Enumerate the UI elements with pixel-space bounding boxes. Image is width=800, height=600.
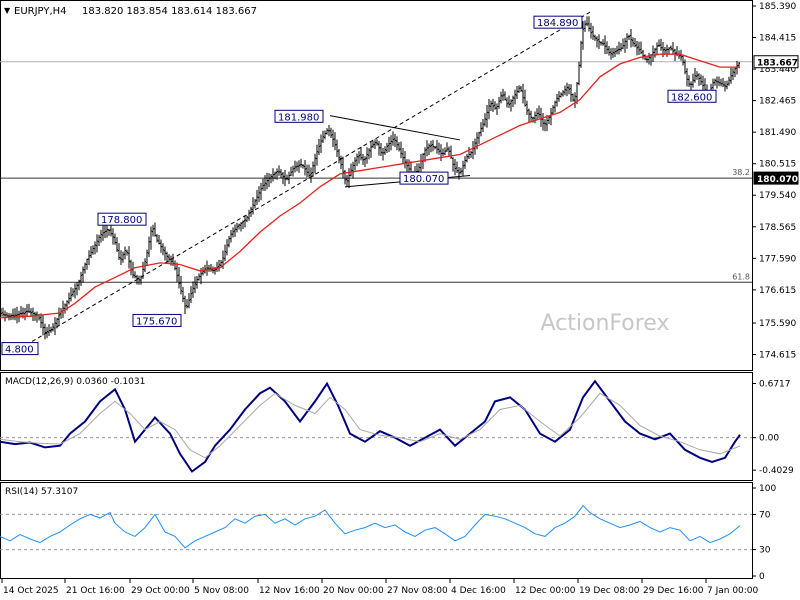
x-tick-label: 29 Dec 16:00	[643, 586, 704, 596]
x-tick-label: 20 Nov 00:00	[323, 586, 384, 596]
level-price-tag	[753, 171, 799, 185]
rsi-title: RSI(14) 57.3107	[5, 487, 78, 497]
price-y-tick-label: 181.490	[759, 128, 796, 138]
price-panel-frame	[0, 0, 753, 371]
price-annotation-box	[399, 171, 449, 185]
level-price-tag-label: 180.070	[757, 175, 798, 185]
triangle-down-icon[interactable]: ▼	[4, 6, 11, 15]
price-y-tick-label: 184.415	[759, 34, 796, 44]
ema-line	[0, 53, 740, 319]
price-y-tick-label: 177.590	[759, 254, 796, 264]
price-y-tick-label: 185.390	[759, 2, 796, 12]
macd-y-tick-label: -0.4029	[759, 466, 794, 476]
trendline	[329, 115, 461, 141]
fib-level-label: 38.2	[732, 168, 750, 177]
price-y-tick-label: 180.515	[759, 160, 796, 170]
price-annotation-label: 182.600	[671, 92, 712, 103]
x-tick-label: 14 Oct 2025	[3, 586, 59, 596]
macd-signal-line	[0, 392, 741, 459]
price-y-tick-label: 179.540	[759, 191, 796, 201]
fib-level-label: 61.8	[732, 272, 750, 281]
rsi-panel-frame	[0, 482, 753, 579]
macd-line	[0, 379, 741, 473]
rsi-y-tick-label: 30	[759, 546, 771, 556]
price-layer: 185.390 184.415 183.440 182.465 181.490 180.5…	[0, 2, 799, 361]
price-annotation-label: 181.980	[278, 112, 319, 123]
x-tick-label: 7 Jan 00:00	[707, 586, 759, 596]
price-annotation-box	[667, 89, 717, 103]
x-tick-label: 5 Nov 08:00	[194, 586, 249, 596]
price-annotation-label: 178.800	[101, 215, 142, 226]
rsi-y-tick-label: 0	[759, 572, 765, 582]
price-annotation-box	[132, 313, 182, 327]
price-annotation-label: 184.890	[537, 18, 578, 29]
rsi-layer: 100 70 30 0	[0, 484, 776, 582]
symbol-label: EURJPY,H4	[14, 6, 67, 17]
x-tick-label: 4 Dec 16:00	[451, 586, 506, 596]
last-price-tag-label: 183.667	[757, 59, 798, 69]
last-price-tag	[753, 55, 799, 69]
x-tick-label: 19 Dec 08:00	[579, 586, 640, 596]
macd-title: MACD(12,26,9) 0.0360 -0.1031	[5, 377, 145, 387]
trendline	[19, 11, 591, 350]
price-annotation-label: 175.670	[136, 316, 177, 327]
rsi-y-tick-label: 100	[759, 484, 776, 494]
price-y-tick-label: 183.440	[759, 65, 796, 75]
price-annotation-box	[1, 342, 39, 356]
price-y-tick-label: 175.590	[759, 319, 796, 329]
x-axis: 14 Oct 2025 21 Oct 16:00 29 Oct 00:00 5 Nov…	[1, 579, 759, 596]
watermark: ActionForex	[541, 311, 670, 336]
macd-y-tick-label: 0.00	[759, 434, 779, 444]
price-y-tick-label: 174.615	[759, 351, 796, 361]
x-tick-label: 12 Nov 16:00	[259, 586, 320, 596]
price-y-tick-label: 176.615	[759, 286, 796, 296]
rsi-y-tick-label: 70	[759, 510, 771, 520]
x-tick-label: 21 Oct 16:00	[66, 586, 125, 596]
macd-panel-frame	[0, 372, 753, 481]
price-y-tick-label: 178.565	[759, 223, 796, 233]
rsi-line	[0, 504, 741, 549]
macd-y-tick-label: 0.6717	[759, 380, 791, 390]
macd-layer: 0.6717 0.00 -0.4029	[0, 379, 794, 476]
price-annotation-box	[97, 212, 147, 226]
price-annotation-box	[274, 109, 324, 123]
x-tick-label: 27 Nov 08:00	[387, 586, 448, 596]
price-annotation-box	[533, 15, 583, 29]
chart-header: ▼ EURJPY,H4 183.820 183.854 183.614 183.…	[4, 6, 257, 17]
price-y-tick-label: 182.465	[759, 97, 796, 107]
x-tick-label: 29 Oct 00:00	[131, 586, 190, 596]
price-bars	[0, 16, 740, 340]
price-annotation-label: 180.070	[403, 174, 444, 185]
ohlc-label: 183.820 183.854 183.614 183.667	[82, 6, 257, 17]
x-tick-label: 12 Dec 00:00	[515, 586, 576, 596]
price-annotation-label: 4.800	[5, 345, 34, 356]
